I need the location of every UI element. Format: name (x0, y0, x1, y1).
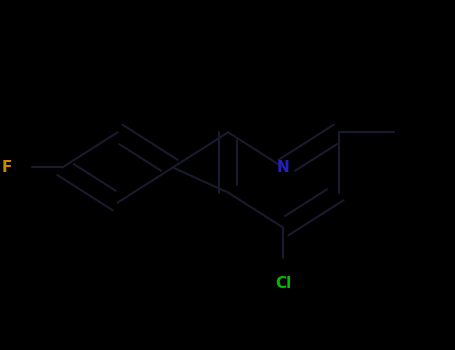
Text: Cl: Cl (275, 275, 292, 290)
Text: N: N (277, 160, 290, 175)
Text: F: F (2, 160, 12, 175)
